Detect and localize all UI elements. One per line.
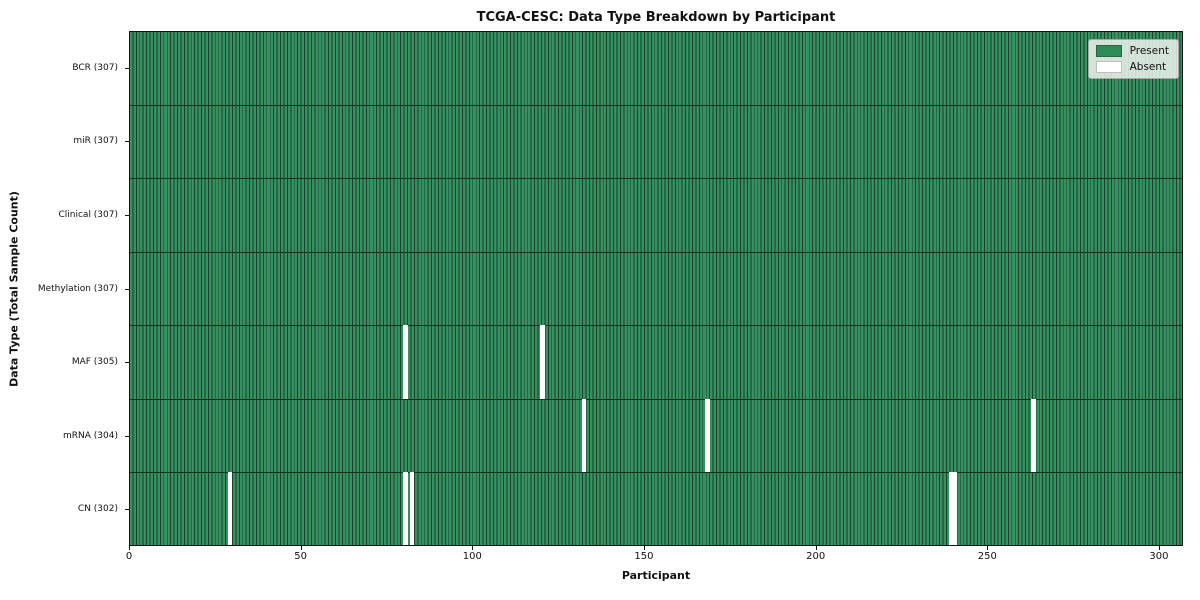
legend: Present Absent xyxy=(1087,39,1179,79)
x-tick-label: 0 xyxy=(125,551,133,562)
legend-item: Absent xyxy=(1095,61,1169,73)
absent-cell xyxy=(705,398,710,473)
x-tick-label: 200 xyxy=(806,551,826,562)
y-tick-label: BCR (307) xyxy=(72,62,118,73)
y-tick-label: miR (307) xyxy=(73,136,118,147)
y-tick-mark xyxy=(125,362,129,364)
x-tick-label: 50 xyxy=(294,551,308,562)
row-boundary-line xyxy=(129,325,1183,327)
y-axis-label: Data Type (Total Sample Count) xyxy=(7,191,21,387)
x-tick-label: 300 xyxy=(1149,551,1169,562)
row-boundary-line xyxy=(129,251,1183,253)
legend-swatch-present xyxy=(1095,45,1122,57)
x-tick-label: 250 xyxy=(977,551,997,562)
absent-cell xyxy=(540,325,545,399)
y-tick-label: CN (302) xyxy=(77,504,118,515)
y-tick-label: mRNA (304) xyxy=(63,430,118,441)
legend-label: Absent xyxy=(1129,61,1167,73)
absent-cell xyxy=(581,398,587,473)
x-tick-mark xyxy=(129,546,130,550)
y-tick-mark xyxy=(125,509,129,511)
x-tick-mark xyxy=(643,546,645,550)
y-tick-label: Clinical (307) xyxy=(58,209,118,220)
x-tick-label: 100 xyxy=(462,551,482,562)
x-tick-mark xyxy=(987,546,989,550)
plot-area xyxy=(129,31,1183,546)
row-boundary-line xyxy=(129,178,1183,180)
x-tick-label: 150 xyxy=(634,551,654,562)
legend-swatch-absent xyxy=(1095,61,1122,73)
legend-label: Present xyxy=(1129,45,1169,57)
x-tick-mark xyxy=(300,546,302,550)
absent-cell xyxy=(949,472,954,546)
row-boundary-line xyxy=(129,472,1183,474)
absent-cell xyxy=(403,325,408,399)
absent-cell xyxy=(403,472,408,546)
y-tick-mark xyxy=(125,67,129,69)
y-tick-mark xyxy=(125,214,129,216)
x-tick-mark xyxy=(1158,546,1160,550)
absent-cell xyxy=(1031,398,1036,473)
x-axis-label: Participant xyxy=(621,569,691,582)
x-tick-mark xyxy=(815,546,817,550)
absent-cell xyxy=(952,472,957,546)
y-tick-label: Methylation (307) xyxy=(37,283,118,294)
absent-cell xyxy=(228,472,233,546)
y-tick-label: MAF (305) xyxy=(71,357,118,368)
legend-item: Present xyxy=(1095,45,1169,57)
chart-title: TCGA-CESC: Data Type Breakdown by Partic… xyxy=(476,10,836,25)
row-boundary-line xyxy=(129,398,1183,400)
absent-cell xyxy=(410,472,415,546)
row-boundary-line xyxy=(129,104,1183,106)
x-tick-mark xyxy=(472,546,474,550)
y-tick-mark xyxy=(125,435,129,437)
y-tick-mark xyxy=(125,141,129,143)
y-tick-mark xyxy=(125,288,129,290)
